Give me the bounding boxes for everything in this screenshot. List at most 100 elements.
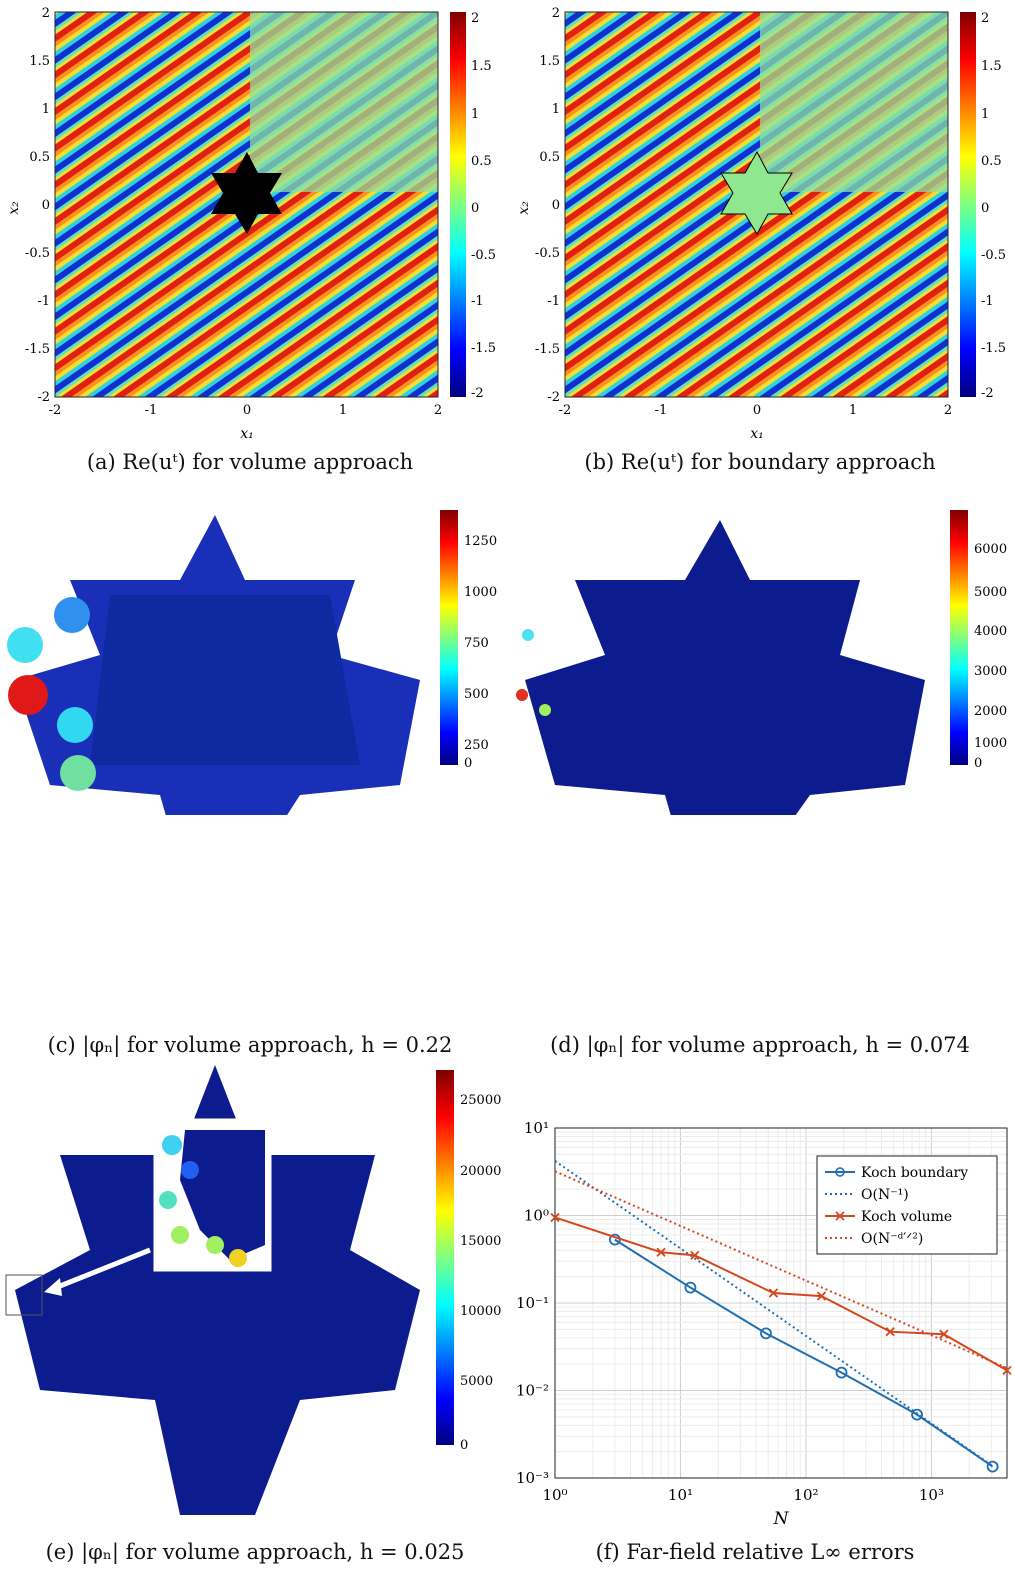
svg-text:0: 0 [753,403,761,418]
svg-text:-1.5: -1.5 [981,341,1006,356]
svg-text:1: 1 [42,102,50,117]
svg-text:-1: -1 [655,403,668,418]
svg-text:1250: 1250 [464,534,497,549]
series-line-0 [614,1238,994,1468]
data-point [911,1408,923,1421]
svg-text:-0.5: -0.5 [535,246,560,261]
svg-text:-2: -2 [981,386,994,401]
colorbar-b [960,12,976,397]
x-tick-label: 10⁰ [542,1486,567,1504]
koch-boundary [720,150,793,236]
svg-text:0: 0 [471,201,479,216]
data-point [656,1247,666,1257]
svg-text:2: 2 [944,403,952,418]
svg-text:2: 2 [42,6,50,21]
svg-text:0.5: 0.5 [539,150,560,165]
svg-text:-1.5: -1.5 [25,342,50,357]
caption-a: (a) Re(uᵗ) for volume approach [86,450,414,474]
svg-text:1: 1 [849,403,857,418]
svg-text:0.5: 0.5 [981,154,1002,169]
x-ticks-b: -2 -1 0 1 2 [559,403,952,418]
svg-text:-2: -2 [559,403,572,418]
koch-domain-e [15,1065,420,1515]
data-point [690,1250,700,1261]
x-label-b: x₁ [750,426,764,442]
x-label-a: x₁ [240,426,254,442]
svg-text:0: 0 [981,201,989,216]
x-tick-label: 10² [793,1486,818,1504]
svg-text:25000: 25000 [460,1093,501,1108]
svg-text:4000: 4000 [974,624,1007,639]
y-ticks-b: 2 1.5 1 0.5 0 -0.5 -1 -1.5 -2 [535,6,560,405]
svg-text:0: 0 [460,1438,468,1453]
svg-text:1000: 1000 [974,736,1007,751]
svg-text:-2: -2 [471,386,484,401]
zoom-region [5,1274,43,1316]
svg-text:750: 750 [464,636,489,651]
svg-text:0.5: 0.5 [471,154,492,169]
svg-text:1.5: 1.5 [29,54,50,69]
svg-text:20000: 20000 [460,1164,501,1179]
legend-label: O(N⁻ᵈ′ᐟ²) [861,1231,923,1247]
data-point [684,1281,697,1294]
svg-text:0: 0 [552,198,560,213]
svg-text:-1: -1 [981,294,994,309]
hot-spot [7,627,43,663]
caption-d: (d) |φₙ| for volume approach, h = 0.074 [550,1033,970,1057]
svg-text:0.5: 0.5 [29,150,50,165]
y-label-a: x₂ [6,201,22,215]
caption-f: (f) Far-field relative L∞ errors [595,1540,915,1564]
hot-spot [60,755,96,791]
colorbar-c-ticks: 1250 1000 750 500 250 0 [464,534,497,771]
chart-legend: Koch boundary O(N⁻¹) Koch volume O(N⁻ᵈ′ᐟ²) [816,1155,998,1255]
svg-text:1.5: 1.5 [981,59,1002,74]
svg-text:-0.5: -0.5 [471,248,496,263]
koch-domain-d [525,520,925,815]
data-point [816,1291,827,1301]
chart-x-label: N [773,1509,790,1529]
chart-axes [554,1127,1008,1479]
svg-text:250: 250 [464,738,489,753]
y-tick-label: 10¹ [524,1119,549,1137]
y-label-b: x₂ [516,201,532,215]
data-point [939,1329,949,1339]
svg-text:1000: 1000 [464,585,497,600]
svg-text:5000: 5000 [974,585,1007,600]
panel-d: 6000 5000 4000 3000 2000 1000 0 [516,510,1007,815]
data-point [760,1327,772,1340]
svg-text:5000: 5000 [460,1374,493,1389]
panel-c: 1250 1000 750 500 250 0 [7,510,497,815]
colorbar-a [450,12,466,397]
colorbar-d [950,510,968,765]
svg-text:0: 0 [243,403,251,418]
y-tick-label: 10⁻² [516,1382,549,1400]
svg-text:0: 0 [464,756,472,771]
svg-text:-2: -2 [49,403,62,418]
panel-b: 2 1.5 1 0.5 0 -0.5 -1 -1.5 -2 2 1.5 1 0.… [516,6,1006,442]
svg-text:6000: 6000 [974,542,1007,557]
svg-text:2: 2 [552,6,560,21]
koch-obstacle [211,152,282,234]
svg-text:1.5: 1.5 [539,54,560,69]
svg-text:-0.5: -0.5 [25,246,50,261]
svg-text:1: 1 [552,102,560,117]
svg-text:1: 1 [471,107,479,122]
caption-c: (c) |φₙ| for volume approach, h = 0.22 [47,1033,453,1057]
series-line-2 [554,1216,1008,1372]
hot-spot [54,597,90,633]
svg-text:-1: -1 [471,294,484,309]
data-point [768,1288,779,1298]
chart-ticks: 10⁰ 10¹ 10² 10³ 10¹ 10⁰ 10⁻¹ 10⁻² 10⁻³ [516,1119,944,1504]
y-ticks-a: 2 1.5 1 0.5 0 -0.5 -1 -1.5 -2 [25,6,50,405]
legend-label: O(N⁻¹) [861,1187,909,1203]
legend-label: Koch boundary [861,1165,968,1181]
colorbar-e-ticks: 25000 20000 15000 10000 5000 0 [460,1093,501,1453]
svg-text:2: 2 [434,403,442,418]
svg-text:-1.5: -1.5 [535,342,560,357]
svg-text:-2: -2 [37,390,50,405]
x-ticks-a: -2 -1 0 1 2 [49,403,442,418]
svg-text:1: 1 [981,107,989,122]
panel-a: 2 1.5 1 0.5 0 -0.5 -1 -1.5 -2 2 1.5 1 0.… [6,6,496,442]
panel-e: 25000 20000 15000 10000 5000 0 [5,1065,501,1515]
svg-text:15000: 15000 [460,1234,501,1249]
